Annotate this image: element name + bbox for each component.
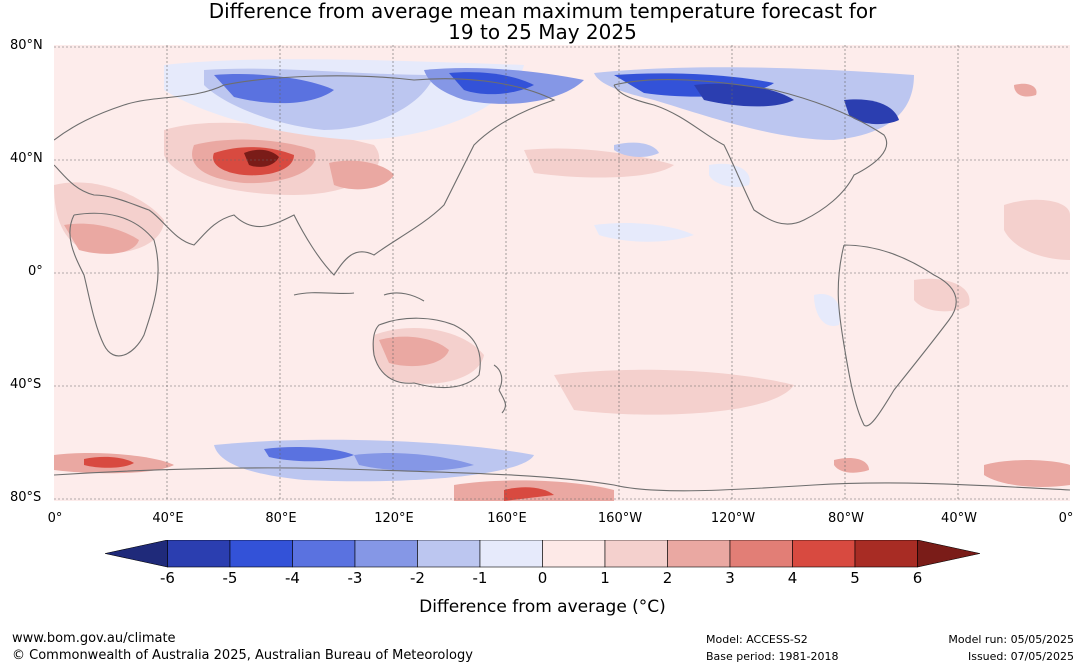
map-title-line1: Difference from average mean maximum tem… xyxy=(208,0,877,23)
colorbar-cell xyxy=(792,540,856,568)
colorbar-extend-high xyxy=(917,540,980,568)
issued-date: Issued: 07/05/2025 xyxy=(967,650,1074,663)
lon-label-40e: 40°E xyxy=(152,511,184,526)
colorbar-cell xyxy=(854,540,918,568)
warm-anomaly-regions xyxy=(54,83,1070,501)
lon-label-0-left: 0° xyxy=(47,511,63,526)
lat-label-equator: 0° xyxy=(28,264,43,279)
lon-label-160e: 160°E xyxy=(487,511,527,526)
colorbar-cell xyxy=(479,540,543,568)
map-title-line2: 19 to 25 May 2025 xyxy=(448,20,637,44)
colorbar-tick-label: -6 xyxy=(160,569,175,587)
colorbar-tick-label: 2 xyxy=(662,569,673,587)
colorbar-cell xyxy=(542,540,606,568)
colorbar-cell xyxy=(354,540,418,568)
colorbar-extend-low xyxy=(105,540,168,568)
colorbar-cell xyxy=(292,540,356,568)
colorbar xyxy=(105,540,980,568)
lon-label-80e: 80°E xyxy=(265,511,297,526)
lat-label-40n: 40°N xyxy=(10,151,43,166)
colorbar-tick-label: -1 xyxy=(472,569,488,587)
lat-label-40s: 40°S xyxy=(10,377,42,392)
lon-label-80w: 80°W xyxy=(828,511,864,526)
colorbar-tick-label: 6 xyxy=(912,569,923,587)
lat-label-80s: 80°S xyxy=(10,490,42,505)
colorbar-tick-label: 1 xyxy=(600,569,610,587)
graticule xyxy=(54,45,1070,501)
cool-anomaly-regions xyxy=(164,59,914,482)
copyright-text: © Commonwealth of Australia 2025, Austra… xyxy=(12,648,473,663)
colorbar-cell xyxy=(604,540,668,568)
colorbar-cell xyxy=(729,540,793,568)
colorbar-tick-label: -3 xyxy=(347,569,363,587)
lon-label-0-right: 0° xyxy=(1058,511,1074,526)
lon-label-120w: 120°W xyxy=(710,511,756,526)
colorbar-cell xyxy=(417,540,481,568)
temperature-anomaly-map xyxy=(54,45,1070,501)
model-run-date: Model run: 05/05/2025 xyxy=(948,633,1074,646)
lon-label-160w: 160°W xyxy=(597,511,643,526)
colorbar-tick-label: -2 xyxy=(410,569,425,587)
model-name: Model: ACCESS-S2 xyxy=(706,633,808,646)
colorbar-tick-label: 5 xyxy=(850,569,860,587)
coastlines xyxy=(54,75,1070,492)
colorbar-cell xyxy=(167,540,231,568)
colorbar-tick-label: -4 xyxy=(285,569,300,587)
colorbar-label: Difference from average (°C) xyxy=(419,597,666,617)
colorbar-cell xyxy=(667,540,731,568)
colorbar-tick-label: 3 xyxy=(725,569,735,587)
lon-label-40w: 40°W xyxy=(941,511,977,526)
colorbar-tick-label: -5 xyxy=(222,569,238,587)
lat-label-80n: 80°N xyxy=(10,38,43,53)
website-link[interactable]: www.bom.gov.au/climate xyxy=(12,631,176,646)
colorbar-cell xyxy=(229,540,293,568)
colorbar-tick-label: 0 xyxy=(537,569,548,587)
lon-label-120e: 120°E xyxy=(374,511,414,526)
base-period: Base period: 1981-2018 xyxy=(706,650,839,663)
colorbar-tick-label: 4 xyxy=(787,569,798,587)
